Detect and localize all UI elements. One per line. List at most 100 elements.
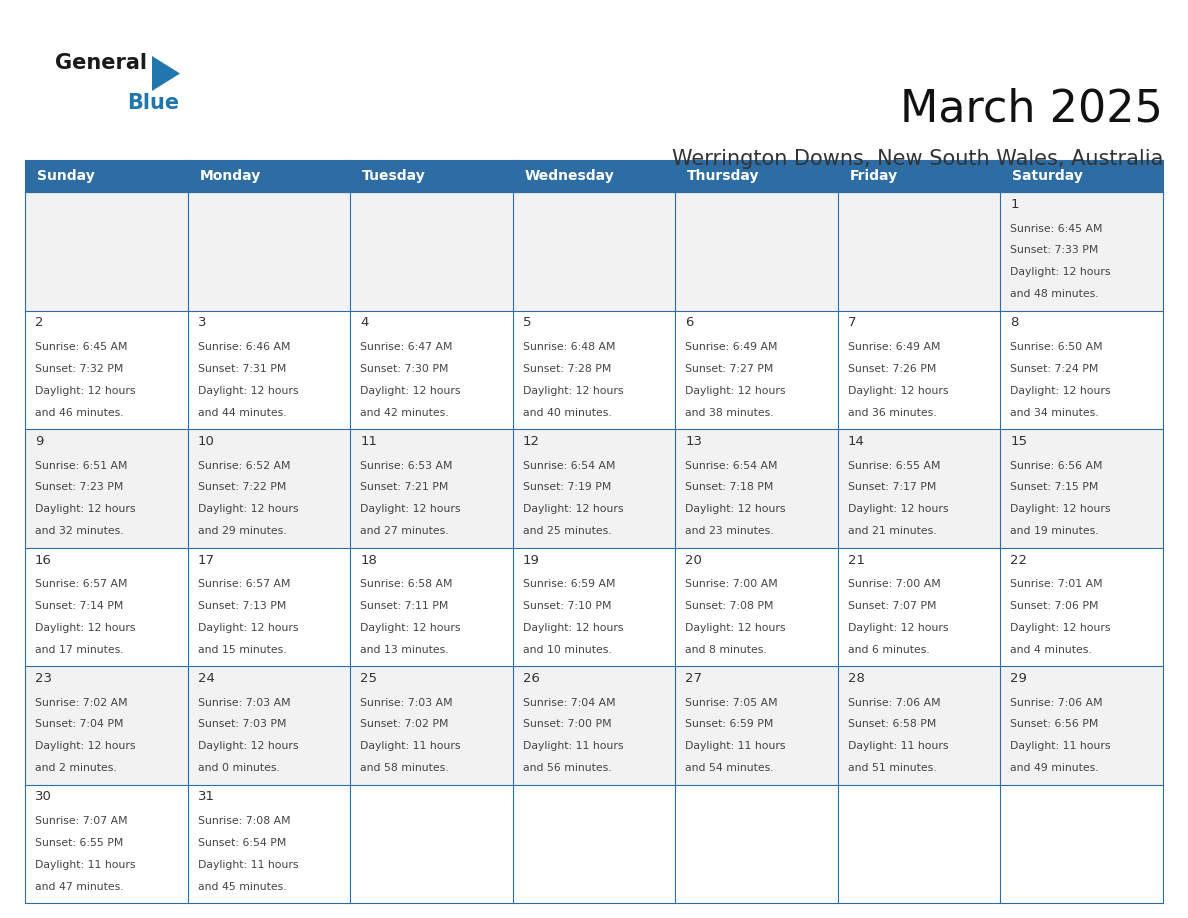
Bar (188, 192, 350, 310)
Text: and 8 minutes.: and 8 minutes. (685, 644, 767, 655)
Text: Daylight: 12 hours: Daylight: 12 hours (523, 386, 624, 396)
Text: Werrington Downs, New South Wales, Australia: Werrington Downs, New South Wales, Austr… (671, 149, 1163, 169)
Text: Sunrise: 7:04 AM: Sunrise: 7:04 AM (523, 698, 615, 708)
Bar (675, 547, 838, 666)
Text: and 10 minutes.: and 10 minutes. (523, 644, 612, 655)
Bar (25, 547, 188, 666)
Text: Daylight: 12 hours: Daylight: 12 hours (34, 622, 135, 633)
Text: Sunrise: 7:01 AM: Sunrise: 7:01 AM (1011, 579, 1102, 589)
Text: 15: 15 (1011, 435, 1028, 448)
Text: Sunrise: 7:07 AM: Sunrise: 7:07 AM (34, 816, 127, 826)
Text: and 34 minutes.: and 34 minutes. (1011, 408, 1099, 418)
Text: Daylight: 11 hours: Daylight: 11 hours (34, 860, 135, 870)
Text: Sunset: 7:27 PM: Sunset: 7:27 PM (685, 364, 773, 374)
Bar (1000, 429, 1163, 547)
Text: Sunrise: 6:58 AM: Sunrise: 6:58 AM (360, 579, 453, 589)
Text: Daylight: 12 hours: Daylight: 12 hours (1011, 386, 1111, 396)
Bar (350, 666, 513, 785)
Text: Daylight: 12 hours: Daylight: 12 hours (34, 386, 135, 396)
Text: 24: 24 (197, 672, 215, 685)
Text: 18: 18 (360, 554, 377, 566)
Text: Daylight: 12 hours: Daylight: 12 hours (360, 622, 461, 633)
Bar (513, 192, 675, 310)
Bar (838, 666, 1000, 785)
Text: Daylight: 12 hours: Daylight: 12 hours (360, 504, 461, 514)
Text: 9: 9 (34, 435, 44, 448)
Bar (188, 785, 350, 903)
Bar (188, 666, 350, 785)
Text: Daylight: 11 hours: Daylight: 11 hours (685, 742, 785, 751)
Polygon shape (152, 56, 181, 91)
Text: Daylight: 12 hours: Daylight: 12 hours (197, 622, 298, 633)
Bar (1000, 666, 1163, 785)
Text: Daylight: 11 hours: Daylight: 11 hours (1011, 742, 1111, 751)
Text: 5: 5 (523, 317, 531, 330)
Text: General: General (55, 53, 147, 73)
Text: 10: 10 (197, 435, 215, 448)
Text: Daylight: 11 hours: Daylight: 11 hours (523, 742, 624, 751)
Text: Wednesday: Wednesday (525, 169, 614, 183)
Text: Sunrise: 6:48 AM: Sunrise: 6:48 AM (523, 342, 615, 352)
Text: Sunrise: 6:45 AM: Sunrise: 6:45 AM (34, 342, 127, 352)
Bar (1000, 192, 1163, 310)
Text: and 13 minutes.: and 13 minutes. (360, 644, 449, 655)
Text: Daylight: 12 hours: Daylight: 12 hours (34, 504, 135, 514)
Text: Daylight: 12 hours: Daylight: 12 hours (685, 504, 785, 514)
Bar (675, 310, 838, 429)
Text: Sunset: 7:19 PM: Sunset: 7:19 PM (523, 483, 611, 492)
Bar (350, 429, 513, 547)
Text: and 6 minutes.: and 6 minutes. (848, 644, 929, 655)
Text: Sunset: 7:28 PM: Sunset: 7:28 PM (523, 364, 611, 374)
Text: Daylight: 12 hours: Daylight: 12 hours (197, 504, 298, 514)
Text: Sunset: 6:54 PM: Sunset: 6:54 PM (197, 838, 286, 848)
Bar (838, 785, 1000, 903)
Bar (675, 192, 838, 310)
Text: and 47 minutes.: and 47 minutes. (34, 882, 124, 891)
Text: Daylight: 12 hours: Daylight: 12 hours (34, 742, 135, 751)
Text: Sunrise: 7:05 AM: Sunrise: 7:05 AM (685, 698, 778, 708)
Bar (513, 666, 675, 785)
Text: Saturday: Saturday (1012, 169, 1083, 183)
Text: Daylight: 12 hours: Daylight: 12 hours (1011, 267, 1111, 277)
Text: Sunrise: 6:46 AM: Sunrise: 6:46 AM (197, 342, 290, 352)
Text: Sunset: 7:13 PM: Sunset: 7:13 PM (197, 601, 286, 610)
Text: Sunset: 7:30 PM: Sunset: 7:30 PM (360, 364, 449, 374)
Bar (513, 547, 675, 666)
Text: Sunrise: 6:49 AM: Sunrise: 6:49 AM (848, 342, 941, 352)
Text: 7: 7 (848, 317, 857, 330)
Text: Daylight: 12 hours: Daylight: 12 hours (848, 386, 948, 396)
Text: Daylight: 11 hours: Daylight: 11 hours (360, 742, 461, 751)
Text: Sunrise: 7:00 AM: Sunrise: 7:00 AM (685, 579, 778, 589)
Text: Sunrise: 6:54 AM: Sunrise: 6:54 AM (523, 461, 615, 471)
Text: Daylight: 12 hours: Daylight: 12 hours (685, 386, 785, 396)
Bar (675, 785, 838, 903)
Text: and 21 minutes.: and 21 minutes. (848, 526, 936, 536)
Text: Daylight: 12 hours: Daylight: 12 hours (1011, 504, 1111, 514)
Text: and 25 minutes.: and 25 minutes. (523, 526, 612, 536)
Text: Sunrise: 7:03 AM: Sunrise: 7:03 AM (360, 698, 453, 708)
Text: and 45 minutes.: and 45 minutes. (197, 882, 286, 891)
Text: Sunrise: 6:56 AM: Sunrise: 6:56 AM (1011, 461, 1102, 471)
Bar (838, 310, 1000, 429)
Text: and 27 minutes.: and 27 minutes. (360, 526, 449, 536)
Text: and 19 minutes.: and 19 minutes. (1011, 526, 1099, 536)
Text: Sunset: 7:00 PM: Sunset: 7:00 PM (523, 720, 612, 730)
Text: Sunset: 7:10 PM: Sunset: 7:10 PM (523, 601, 611, 610)
Text: 13: 13 (685, 435, 702, 448)
Text: and 56 minutes.: and 56 minutes. (523, 763, 612, 773)
Text: Sunday: Sunday (37, 169, 95, 183)
Text: and 58 minutes.: and 58 minutes. (360, 763, 449, 773)
Text: Sunset: 6:59 PM: Sunset: 6:59 PM (685, 720, 773, 730)
Bar (350, 310, 513, 429)
Bar (350, 547, 513, 666)
Text: Sunset: 7:22 PM: Sunset: 7:22 PM (197, 483, 286, 492)
Text: Sunset: 7:17 PM: Sunset: 7:17 PM (848, 483, 936, 492)
Bar (25, 192, 188, 310)
Text: Daylight: 11 hours: Daylight: 11 hours (197, 860, 298, 870)
Text: and 17 minutes.: and 17 minutes. (34, 644, 124, 655)
Text: Sunset: 7:15 PM: Sunset: 7:15 PM (1011, 483, 1099, 492)
Text: Sunrise: 6:52 AM: Sunrise: 6:52 AM (197, 461, 290, 471)
Text: Sunrise: 6:50 AM: Sunrise: 6:50 AM (1011, 342, 1102, 352)
Text: Thursday: Thursday (688, 169, 760, 183)
Text: Sunrise: 7:08 AM: Sunrise: 7:08 AM (197, 816, 290, 826)
